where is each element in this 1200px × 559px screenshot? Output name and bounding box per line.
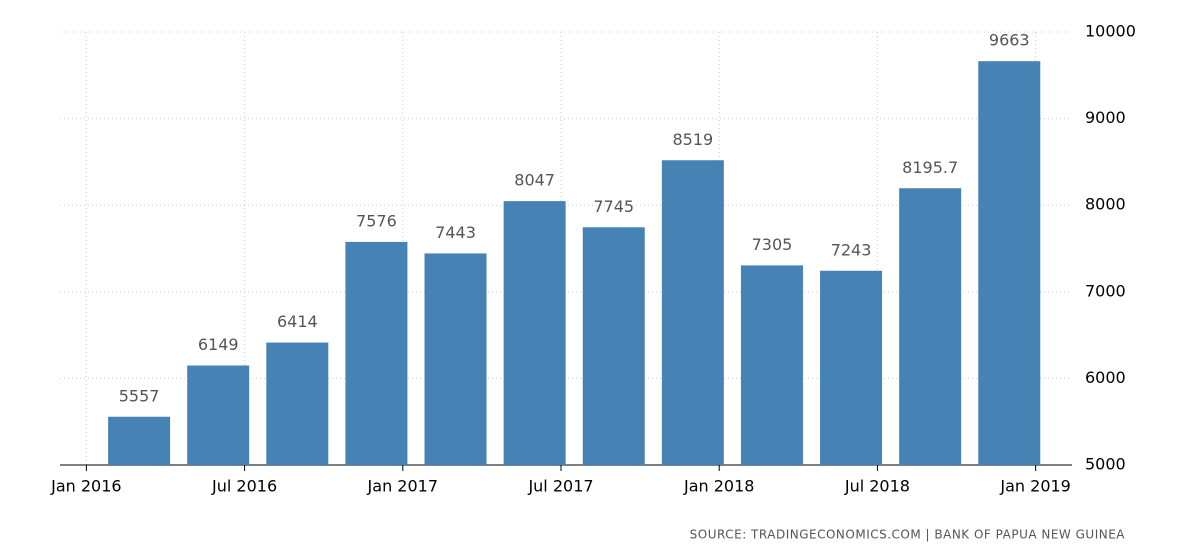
y-tick-label: 6000 [1085, 368, 1126, 387]
y-tick-label: 8000 [1085, 195, 1126, 214]
bar [345, 241, 408, 465]
value-label: 7243 [831, 240, 872, 259]
value-label: 9663 [989, 31, 1030, 50]
bar [899, 188, 962, 465]
x-tick-label: Jul 2018 [844, 477, 910, 496]
x-tick-label: Jan 2017 [367, 477, 438, 496]
bar [740, 265, 803, 465]
y-tick-label: 7000 [1085, 281, 1126, 300]
value-label: 8047 [514, 171, 555, 190]
bar [820, 270, 883, 465]
x-tick-label: Jul 2017 [527, 477, 593, 496]
value-label: 7305 [752, 235, 793, 254]
bar [108, 416, 171, 465]
value-label: 5557 [119, 386, 160, 405]
y-tick-label: 9000 [1085, 108, 1126, 127]
x-tick-label: Jan 2018 [683, 477, 754, 496]
bar [978, 61, 1041, 465]
value-label: 8519 [672, 130, 713, 149]
bar [661, 160, 724, 466]
x-tick-label: Jul 2016 [211, 477, 277, 496]
value-label: 7443 [435, 223, 476, 242]
bar [266, 342, 329, 465]
source: SOURCE: TRADINGECONOMICS.COM | BANK OF P… [690, 528, 1126, 542]
value-label: 6414 [277, 312, 318, 331]
y-tick-label: 10000 [1085, 22, 1136, 41]
bar [503, 201, 566, 465]
bar [424, 253, 487, 465]
x-tick-label: Jan 2016 [50, 477, 121, 496]
y-tick-label: 5000 [1085, 455, 1126, 474]
bar [582, 227, 645, 465]
value-label: 7576 [356, 211, 397, 230]
value-label: 7745 [593, 197, 634, 216]
value-label: 6149 [198, 335, 239, 354]
x-tick-label: Jan 2019 [999, 477, 1070, 496]
value-label: 8195.7 [902, 158, 958, 177]
bar [187, 365, 250, 465]
